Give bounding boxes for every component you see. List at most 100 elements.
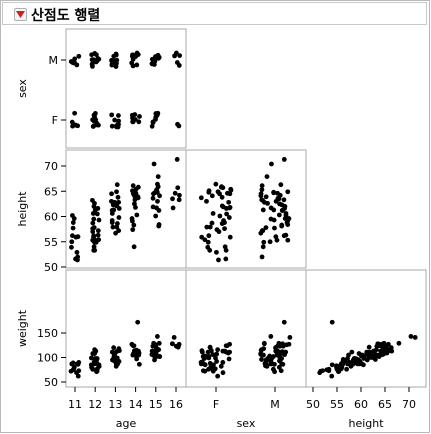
data-point xyxy=(170,205,176,211)
data-point xyxy=(76,53,82,59)
data-point xyxy=(226,205,232,211)
data-point xyxy=(129,218,135,224)
data-point xyxy=(109,220,115,225)
data-point xyxy=(329,319,335,325)
data-point xyxy=(276,196,282,202)
data-point xyxy=(90,211,96,216)
data-point xyxy=(131,244,137,250)
data-point xyxy=(91,123,96,129)
matrix-cell-r1-c1 xyxy=(185,149,307,269)
x-tick-label: F xyxy=(213,398,219,411)
y-axis-label-weight: weight xyxy=(16,309,29,347)
data-point xyxy=(149,352,155,357)
data-point xyxy=(89,52,95,58)
y-tick-label: 50 xyxy=(44,261,58,274)
data-point xyxy=(69,361,75,367)
data-point xyxy=(350,361,356,367)
red-disclosure-triangle-icon xyxy=(16,11,25,18)
data-point xyxy=(223,256,229,262)
data-point xyxy=(156,208,162,213)
data-point xyxy=(137,114,142,119)
data-point xyxy=(223,247,229,253)
data-point xyxy=(92,114,97,120)
data-point xyxy=(386,347,392,353)
data-point xyxy=(91,225,97,231)
data-point xyxy=(287,335,293,340)
data-point xyxy=(278,182,284,188)
data-point xyxy=(94,360,100,366)
data-point xyxy=(114,221,120,226)
data-point xyxy=(131,222,137,228)
data-point xyxy=(69,239,75,245)
data-point xyxy=(95,232,101,238)
x-axis-label-age: age xyxy=(116,417,137,430)
data-point xyxy=(259,187,265,193)
data-point xyxy=(207,224,213,230)
data-point xyxy=(114,224,120,230)
data-point xyxy=(277,358,282,364)
data-point xyxy=(210,211,216,216)
data-point xyxy=(95,228,101,234)
data-point xyxy=(346,352,351,358)
data-point xyxy=(408,334,414,339)
data-point xyxy=(204,198,209,204)
data-point xyxy=(258,230,264,236)
data-point xyxy=(116,215,122,220)
matrix-cell-r0-c0 xyxy=(65,28,187,149)
data-point xyxy=(267,239,273,245)
x-tick-label: M xyxy=(270,398,280,411)
outline-header[interactable] xyxy=(2,2,427,25)
data-point xyxy=(130,63,136,69)
data-point xyxy=(132,197,138,203)
data-point xyxy=(271,354,276,359)
data-point xyxy=(372,349,377,355)
data-point xyxy=(342,358,348,364)
data-point xyxy=(72,110,78,116)
data-point xyxy=(114,349,119,355)
matrix-cell-r2-c1 xyxy=(185,269,307,388)
y-axis-label-sex: sex xyxy=(16,79,29,98)
data-point xyxy=(93,52,99,58)
data-point xyxy=(350,357,356,363)
data-point xyxy=(94,369,99,375)
data-point xyxy=(113,230,119,236)
y-tick-label: 150 xyxy=(37,327,58,340)
data-point xyxy=(116,199,122,205)
x-tick-label: 13 xyxy=(108,398,122,411)
x-tick-label: 65 xyxy=(378,398,392,411)
data-point xyxy=(282,349,288,355)
data-point xyxy=(220,185,226,191)
data-point xyxy=(130,191,136,197)
data-point xyxy=(149,123,155,129)
matrix-cell-r1-c0 xyxy=(65,149,187,269)
x-tick-label: 70 xyxy=(402,398,416,411)
y-tick-label: 55 xyxy=(44,236,58,249)
data-point xyxy=(258,352,264,357)
data-point xyxy=(373,354,378,359)
data-point xyxy=(91,216,97,222)
data-point xyxy=(132,112,138,117)
data-point xyxy=(207,247,213,253)
data-point xyxy=(278,368,284,374)
data-point xyxy=(215,189,221,195)
data-point xyxy=(271,189,277,195)
data-point xyxy=(91,244,97,250)
data-point xyxy=(153,116,158,122)
data-point xyxy=(269,161,274,167)
data-point xyxy=(72,56,78,62)
data-point xyxy=(169,341,175,347)
matrix-cell-r2-c0 xyxy=(65,269,187,388)
disclosure-menu-button[interactable] xyxy=(14,8,27,21)
data-point xyxy=(153,213,159,219)
data-point xyxy=(153,342,159,348)
data-point xyxy=(215,373,221,379)
data-point xyxy=(259,357,264,362)
y-tick-label: 65 xyxy=(44,185,58,198)
data-point xyxy=(275,348,281,354)
y-axis-label-height: height xyxy=(16,191,29,227)
data-point xyxy=(177,53,183,59)
x-tick-label: 55 xyxy=(330,398,344,411)
data-point xyxy=(135,184,141,190)
data-point xyxy=(258,347,264,353)
